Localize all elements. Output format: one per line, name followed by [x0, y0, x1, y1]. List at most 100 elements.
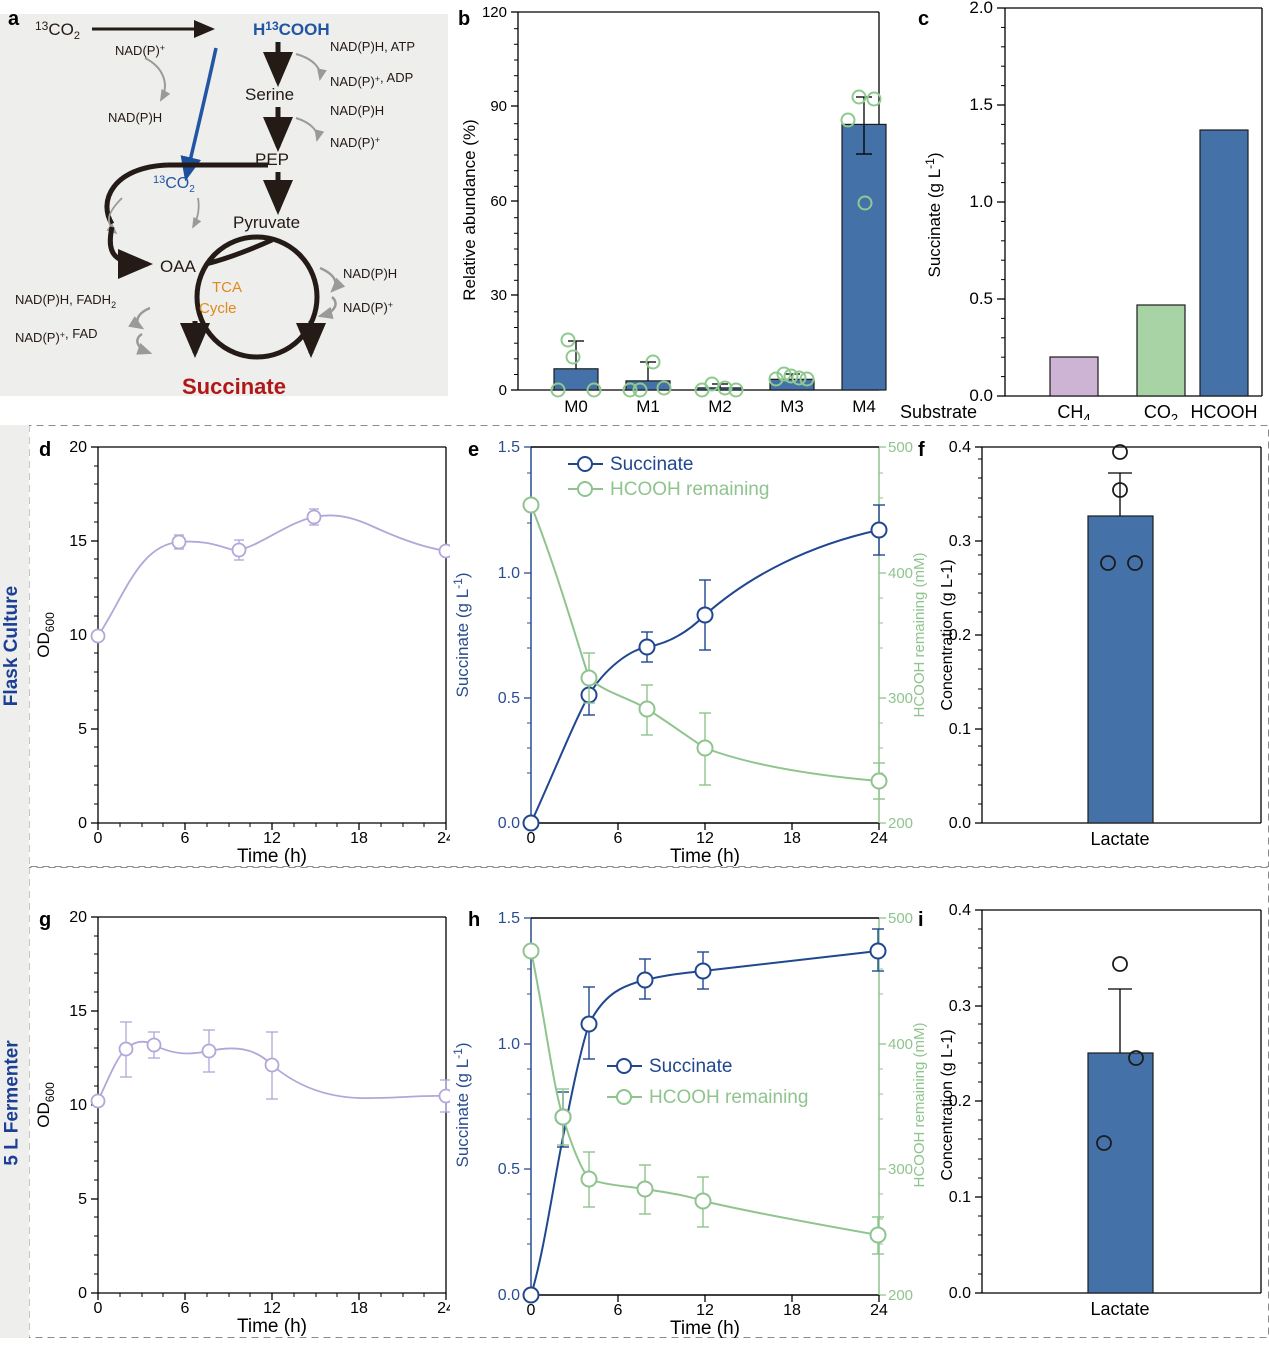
svg-text:30: 30	[490, 287, 507, 304]
svg-text:M3: M3	[780, 397, 804, 416]
svg-text:13CO2: 13CO2	[35, 19, 80, 42]
svg-text:0.4: 0.4	[949, 902, 971, 919]
svg-text:Succinate (g L-1): Succinate (g L-1)	[451, 572, 472, 697]
svg-text:0.0: 0.0	[949, 815, 971, 832]
svg-text:24: 24	[870, 830, 888, 847]
svg-text:Time (h): Time (h)	[237, 1316, 307, 1337]
svg-text:18: 18	[783, 1302, 801, 1319]
svg-text:OD600: OD600	[34, 1082, 57, 1128]
svg-text:H13COOH: H13COOH	[253, 19, 330, 39]
svg-text:NAD(P)H, FADH2: NAD(P)H, FADH2	[15, 292, 116, 310]
svg-text:Cycle: Cycle	[199, 300, 237, 317]
svg-text:1.0: 1.0	[498, 565, 520, 582]
svg-text:Time (h): Time (h)	[670, 1318, 740, 1339]
svg-text:M4: M4	[852, 397, 876, 416]
svg-text:Succinate (g L-1): Succinate (g L-1)	[451, 1042, 472, 1167]
svg-text:12: 12	[696, 1302, 714, 1319]
svg-text:Succinate: Succinate	[610, 454, 693, 475]
svg-text:24: 24	[437, 1300, 450, 1317]
svg-text:12: 12	[696, 830, 714, 847]
svg-text:NAD(P)+: NAD(P)+	[343, 300, 393, 315]
svg-text:0.0: 0.0	[498, 815, 520, 832]
svg-text:M2: M2	[708, 397, 732, 416]
svg-text:HCOOH: HCOOH	[1191, 402, 1258, 420]
svg-text:1.5: 1.5	[498, 439, 520, 456]
svg-text:0.0: 0.0	[949, 1285, 971, 1302]
svg-text:Lactate: Lactate	[1090, 1299, 1149, 1319]
svg-text:Pyruvate: Pyruvate	[233, 213, 300, 232]
svg-text:6: 6	[181, 1300, 190, 1317]
svg-text:18: 18	[350, 830, 368, 847]
svg-text:5: 5	[78, 1191, 87, 1208]
svg-text:CO2: CO2	[1144, 402, 1178, 420]
svg-text:6: 6	[614, 1302, 623, 1319]
svg-text:20: 20	[69, 909, 87, 926]
svg-text:0.3: 0.3	[949, 533, 971, 550]
svg-text:0: 0	[527, 830, 536, 847]
svg-text:0.5: 0.5	[969, 289, 993, 308]
svg-text:Relative abundance (%): Relative abundance (%)	[460, 119, 479, 300]
svg-text:CH4: CH4	[1057, 402, 1090, 420]
svg-text:12: 12	[263, 830, 281, 847]
svg-text:18: 18	[350, 1300, 368, 1317]
svg-text:0.0: 0.0	[498, 1287, 520, 1304]
svg-text:15: 15	[69, 1003, 87, 1020]
svg-text:1.5: 1.5	[969, 95, 993, 114]
svg-text:Concentration (g L-1): Concentration (g L-1)	[939, 559, 956, 710]
svg-text:0.5: 0.5	[498, 690, 520, 707]
svg-text:0.1: 0.1	[949, 721, 971, 738]
svg-text:NAD(P)H: NAD(P)H	[108, 110, 162, 125]
svg-text:Succinate (g L-1): Succinate (g L-1)	[923, 152, 944, 277]
svg-text:12: 12	[263, 1300, 281, 1317]
svg-text:0.3: 0.3	[949, 998, 971, 1015]
svg-text:OAA: OAA	[160, 257, 197, 276]
svg-text:10: 10	[69, 1097, 87, 1114]
svg-text:0.1: 0.1	[949, 1189, 971, 1206]
svg-text:0: 0	[94, 1300, 103, 1317]
svg-text:5: 5	[78, 721, 87, 738]
svg-text:NAD(P)H, ATP: NAD(P)H, ATP	[330, 39, 415, 54]
svg-text:60: 60	[490, 193, 507, 210]
svg-text:M0: M0	[564, 397, 588, 416]
svg-text:Substrate: Substrate	[900, 402, 977, 420]
svg-text:Serine: Serine	[245, 85, 294, 104]
svg-text:2.0: 2.0	[969, 0, 993, 17]
svg-text:HCOOH remaining: HCOOH remaining	[610, 479, 769, 500]
svg-text:6: 6	[614, 830, 623, 847]
svg-text:M1: M1	[636, 397, 660, 416]
svg-text:0: 0	[78, 1285, 87, 1302]
svg-text:0: 0	[527, 1302, 536, 1319]
svg-text:Lactate: Lactate	[1090, 829, 1149, 849]
svg-text:NAD(P)+, FAD: NAD(P)+, FAD	[15, 326, 98, 345]
svg-text:Succinate: Succinate	[649, 1056, 732, 1077]
svg-text:Time (h): Time (h)	[237, 846, 307, 867]
svg-text:HCOOH remaining: HCOOH remaining	[649, 1087, 808, 1108]
svg-text:0.4: 0.4	[949, 439, 971, 456]
svg-text:20: 20	[69, 439, 87, 456]
svg-text:18: 18	[783, 830, 801, 847]
svg-text:24: 24	[870, 1302, 888, 1319]
svg-text:10: 10	[69, 627, 87, 644]
svg-text:0: 0	[78, 815, 87, 832]
svg-text:NAD(P)H: NAD(P)H	[330, 103, 384, 118]
svg-text:6: 6	[181, 830, 190, 847]
svg-text:13CO2: 13CO2	[153, 174, 195, 195]
svg-text:Succinate: Succinate	[182, 374, 286, 399]
svg-text:90: 90	[490, 98, 507, 115]
svg-text:0: 0	[499, 382, 507, 399]
svg-text:Time (h): Time (h)	[670, 846, 740, 867]
svg-text:NAD(P)+, ADP: NAD(P)+, ADP	[330, 70, 413, 89]
svg-text:Concentration (g L-1): Concentration (g L-1)	[939, 1029, 956, 1180]
svg-text:1.5: 1.5	[498, 910, 520, 927]
svg-text:24: 24	[437, 830, 450, 847]
svg-text:TCA: TCA	[212, 279, 242, 296]
svg-text:0.5: 0.5	[498, 1161, 520, 1178]
svg-text:120: 120	[482, 4, 507, 21]
svg-text:NAD(P)H: NAD(P)H	[343, 266, 397, 281]
svg-text:OD600: OD600	[34, 612, 57, 658]
svg-text:NAD(P)+: NAD(P)+	[330, 135, 380, 150]
svg-text:1.0: 1.0	[969, 192, 993, 211]
svg-text:0: 0	[94, 830, 103, 847]
svg-text:15: 15	[69, 533, 87, 550]
svg-text:1.0: 1.0	[498, 1036, 520, 1053]
